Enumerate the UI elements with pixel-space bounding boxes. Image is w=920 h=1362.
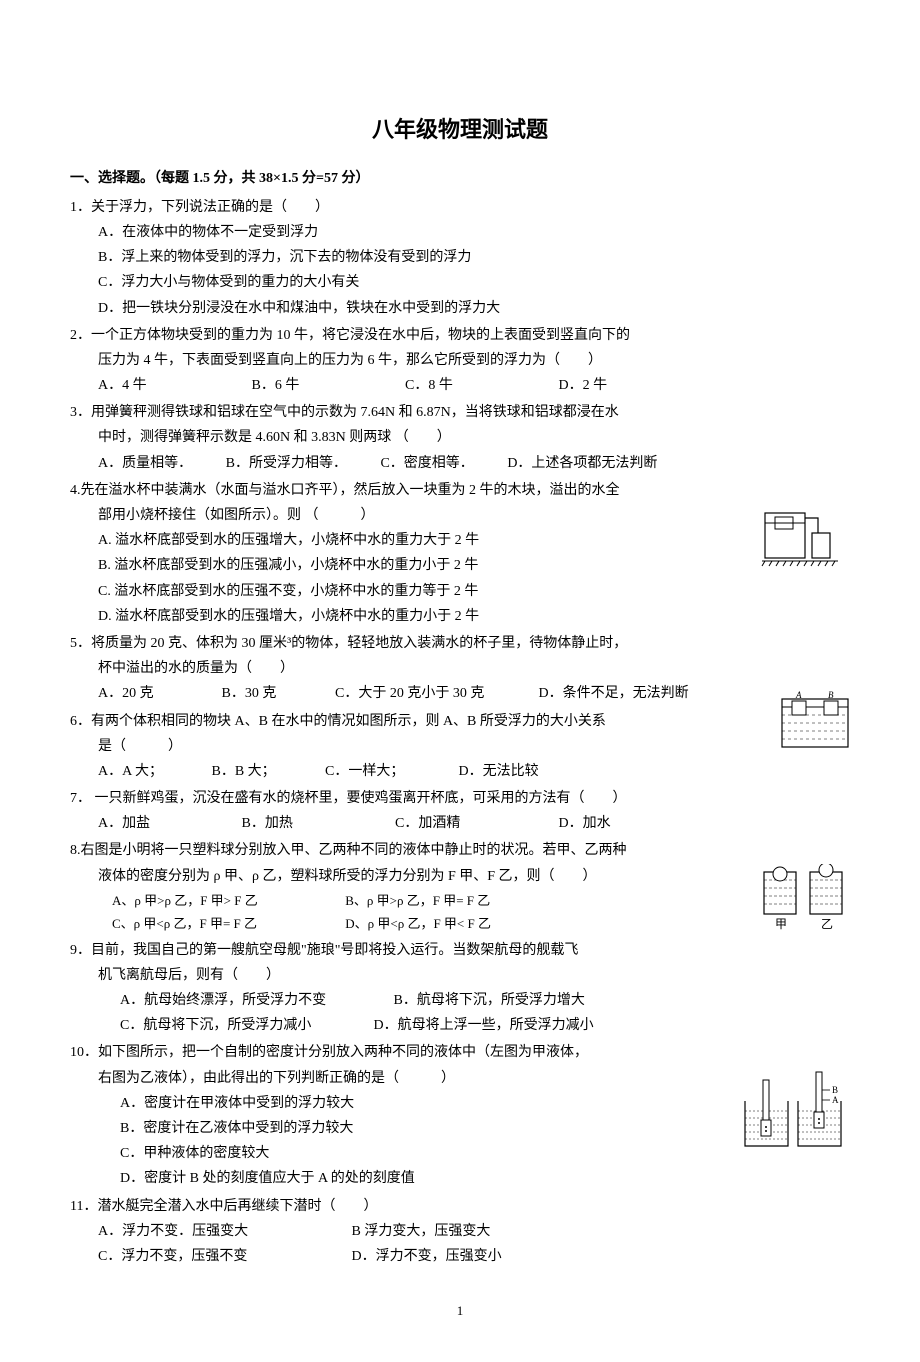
q6-optC: C．一样大； <box>325 759 425 784</box>
q8-optD: D、ρ 甲<ρ 乙，F 甲< F 乙 <box>345 916 491 931</box>
q9-optB: B．航母将下沉，所受浮力增大 <box>394 993 585 1008</box>
q9-optC: C．航母将下沉，所受浮力减小 <box>120 1013 370 1038</box>
q5-optA: A．20 克 <box>98 681 188 706</box>
q4-stem1: 4.先在溢水杯中装满水（水面与溢水口齐平），然后放入一块重为 2 牛的木块，溢出… <box>70 478 850 503</box>
question-9: 9．目前，我国自己的第一艘航空母舰"施琅"号即将投入运行。当数架航母的舰载飞 机… <box>70 938 850 1039</box>
q7-optD: D．加水 <box>559 811 611 836</box>
q6-stem2: 是（ ） <box>98 734 850 759</box>
question-4: 4.先在溢水杯中装满水（水面与溢水口齐平），然后放入一块重为 2 牛的木块，溢出… <box>70 478 850 629</box>
q2-stem1: 2．一个正方体物块受到的重力为 10 牛，将它浸没在水中后，物块的上表面受到竖直… <box>70 323 850 348</box>
question-10: 10．如下图所示，把一个自制的密度计分别放入两种不同的液体中（左图为甲液体， <box>70 1040 850 1191</box>
q6-stem1: 6．有两个体积相同的物块 A、B 在水中的情况如图所示，则 A、B 所受浮力的大… <box>70 709 850 734</box>
q8-optC: C、ρ 甲<ρ 乙，F 甲= F 乙 <box>112 912 342 935</box>
q4-optB: B. 溢水杯底部受到水的压强减小，小烧杯中水的重力小于 2 牛 <box>98 553 850 578</box>
q1-optA: A．在液体中的物体不一定受到浮力 <box>98 220 850 245</box>
q5-optD: D．条件不足，无法判断 <box>539 681 689 706</box>
q4-optD: D. 溢水杯底部受到水的压强增大，小烧杯中水的重力小于 2 牛 <box>98 604 850 629</box>
jia-yi-figure: 甲 乙 <box>760 864 850 934</box>
q3-optD: D．上述各项都无法判断 <box>507 451 657 476</box>
q6-optA: A．A 大； <box>98 759 178 784</box>
q7-optA: A．加盐 <box>98 811 208 836</box>
page-number: 1 <box>70 1299 850 1322</box>
q3-optC: C．密度相等． <box>380 451 473 476</box>
q5-optC: C．大于 20 克小于 30 克 <box>335 681 505 706</box>
question-11: 11．潜水艇完全潜入水中后再继续下潜时（ ） A．浮力不变．压强变大 B 浮力变… <box>70 1194 850 1270</box>
q1-optB: B．浮上来的物体受到的浮力，沉下去的物体没有受到的浮力 <box>98 245 850 270</box>
q3-stem1: 3．用弹簧秤测得铁球和铝球在空气中的示数为 7.64N 和 6.87N，当将铁球… <box>70 400 850 425</box>
q3-optB: B．所受浮力相等． <box>226 451 347 476</box>
q11-optA: A．浮力不变．压强变大 <box>98 1219 318 1244</box>
svg-text:B: B <box>828 690 834 700</box>
q8-stem1: 8.右图是小明将一只塑料球分别放入甲、乙两种不同的液体中静止时的状况。若甲、乙两… <box>70 838 850 863</box>
q9-optA: A．航母始终漂浮，所受浮力不变 <box>120 988 390 1013</box>
q2-optA: A．4 牛 <box>98 373 218 398</box>
q9-optD: D．航母将上浮一些，所受浮力减小 <box>374 1018 594 1033</box>
q7-stem: 7． 一只新鲜鸡蛋，沉没在盛有水的烧杯里，要使鸡蛋离开杯底，可采用的方法有（ ） <box>70 786 850 811</box>
q2-optC: C．8 牛 <box>405 373 525 398</box>
question-8: 8.右图是小明将一只塑料球分别放入甲、乙两种不同的液体中静止时的状况。若甲、乙两… <box>70 838 850 935</box>
question-5: 5．将质量为 20 克、体积为 30 厘米³的物体，轻轻地放入装满水的杯子里，待… <box>70 631 850 707</box>
q4-stem2: 部用小烧杯接住（如图所示）。则 （ ） <box>98 503 850 528</box>
q4-optA: A. 溢水杯底部受到水的压强增大，小烧杯中水的重力大于 2 牛 <box>98 528 850 553</box>
q7-optC: C．加酒精 <box>395 811 525 836</box>
overflow-cup-figure <box>760 503 850 573</box>
q6-optD: D．无法比较 <box>459 759 539 784</box>
q2-optB: B．6 牛 <box>252 373 372 398</box>
question-2: 2．一个正方体物块受到的重力为 10 牛，将它浸没在水中后，物块的上表面受到竖直… <box>70 323 850 399</box>
ab-blocks-figure: A B <box>780 689 850 749</box>
q11-optC: C．浮力不变，压强不变 <box>98 1244 318 1269</box>
q11-stem: 11．潜水艇完全潜入水中后再继续下潜时（ ） <box>70 1194 850 1219</box>
q1-stem: 1．关于浮力，下列说法正确的是（ ） <box>70 195 850 220</box>
q8-optA: A、ρ 甲>ρ 乙，F 甲> F 乙 <box>112 889 342 912</box>
svg-text:B: B <box>832 1085 838 1095</box>
svg-text:乙: 乙 <box>821 917 833 931</box>
q8-optB: B、ρ 甲>ρ 乙，F 甲= F 乙 <box>345 893 490 908</box>
question-6: A B 6．有两个体积相同的物块 A、B 在水中的情况如图所示，则 A、B 所受… <box>70 709 850 785</box>
svg-text:A: A <box>832 1095 839 1105</box>
q5-stem2: 杯中溢出的水的质量为（ ） <box>98 656 850 681</box>
q7-optB: B．加热 <box>242 811 362 836</box>
q10-stem1: 10．如下图所示，把一个自制的密度计分别放入两种不同的液体中（左图为甲液体， <box>70 1040 850 1065</box>
q9-stem2: 机飞离航母后，则有（ ） <box>98 963 850 988</box>
q11-optB: B 浮力变大，压强变大 <box>352 1219 491 1244</box>
q3-stem2: 中时，测得弹簧秤示数是 4.60N 和 3.83N 则两球 （ ） <box>98 425 850 450</box>
svg-text:A: A <box>795 690 802 700</box>
density-meter-figure: B A <box>740 1066 850 1156</box>
svg-text:甲: 甲 <box>775 917 787 931</box>
q3-optA: A．质量相等． <box>98 451 192 476</box>
q1-optC: C．浮力大小与物体受到的重力的大小有关 <box>98 270 850 295</box>
q6-optB: B．B 大； <box>212 759 292 784</box>
q5-stem1: 5．将质量为 20 克、体积为 30 厘米³的物体，轻轻地放入装满水的杯子里，待… <box>70 631 850 656</box>
q10-optD: D．密度计 B 处的刻度值应大于 A 的处的刻度值 <box>120 1166 850 1191</box>
q4-optC: C. 溢水杯底部受到水的压强不变，小烧杯中水的重力等于 2 牛 <box>98 579 850 604</box>
q10-stem2: 右图为乙液体），由此得出的下列判断正确的是（ ） <box>98 1066 850 1091</box>
question-1: 1．关于浮力，下列说法正确的是（ ） A．在液体中的物体不一定受到浮力 B．浮上… <box>70 195 850 321</box>
q2-stem2: 压力为 4 牛，下表面受到竖直向上的压力为 6 牛，那么它所受到的浮力为（ ） <box>98 348 850 373</box>
q8-stem2: 液体的密度分别为 ρ 甲、ρ 乙，塑料球所受的浮力分别为 F 甲、F 乙，则（ … <box>98 864 850 889</box>
q5-optB: B．30 克 <box>222 681 302 706</box>
question-3: 3．用弹簧秤测得铁球和铝球在空气中的示数为 7.64N 和 6.87N，当将铁球… <box>70 400 850 476</box>
page-title: 八年级物理测试题 <box>70 110 850 150</box>
q9-stem1: 9．目前，我国自己的第一艘航空母舰"施琅"号即将投入运行。当数架航母的舰载飞 <box>70 938 850 963</box>
q11-optD: D．浮力不变，压强变小 <box>352 1244 502 1269</box>
q2-optD: D．2 牛 <box>559 373 608 398</box>
question-7: 7． 一只新鲜鸡蛋，沉没在盛有水的烧杯里，要使鸡蛋离开杯底，可采用的方法有（ ）… <box>70 786 850 836</box>
q1-optD: D．把一铁块分别浸没在水中和煤油中，铁块在水中受到的浮力大 <box>98 296 850 321</box>
section-header: 一、选择题。（每题 1.5 分，共 38×1.5 分=57 分） <box>70 166 850 191</box>
